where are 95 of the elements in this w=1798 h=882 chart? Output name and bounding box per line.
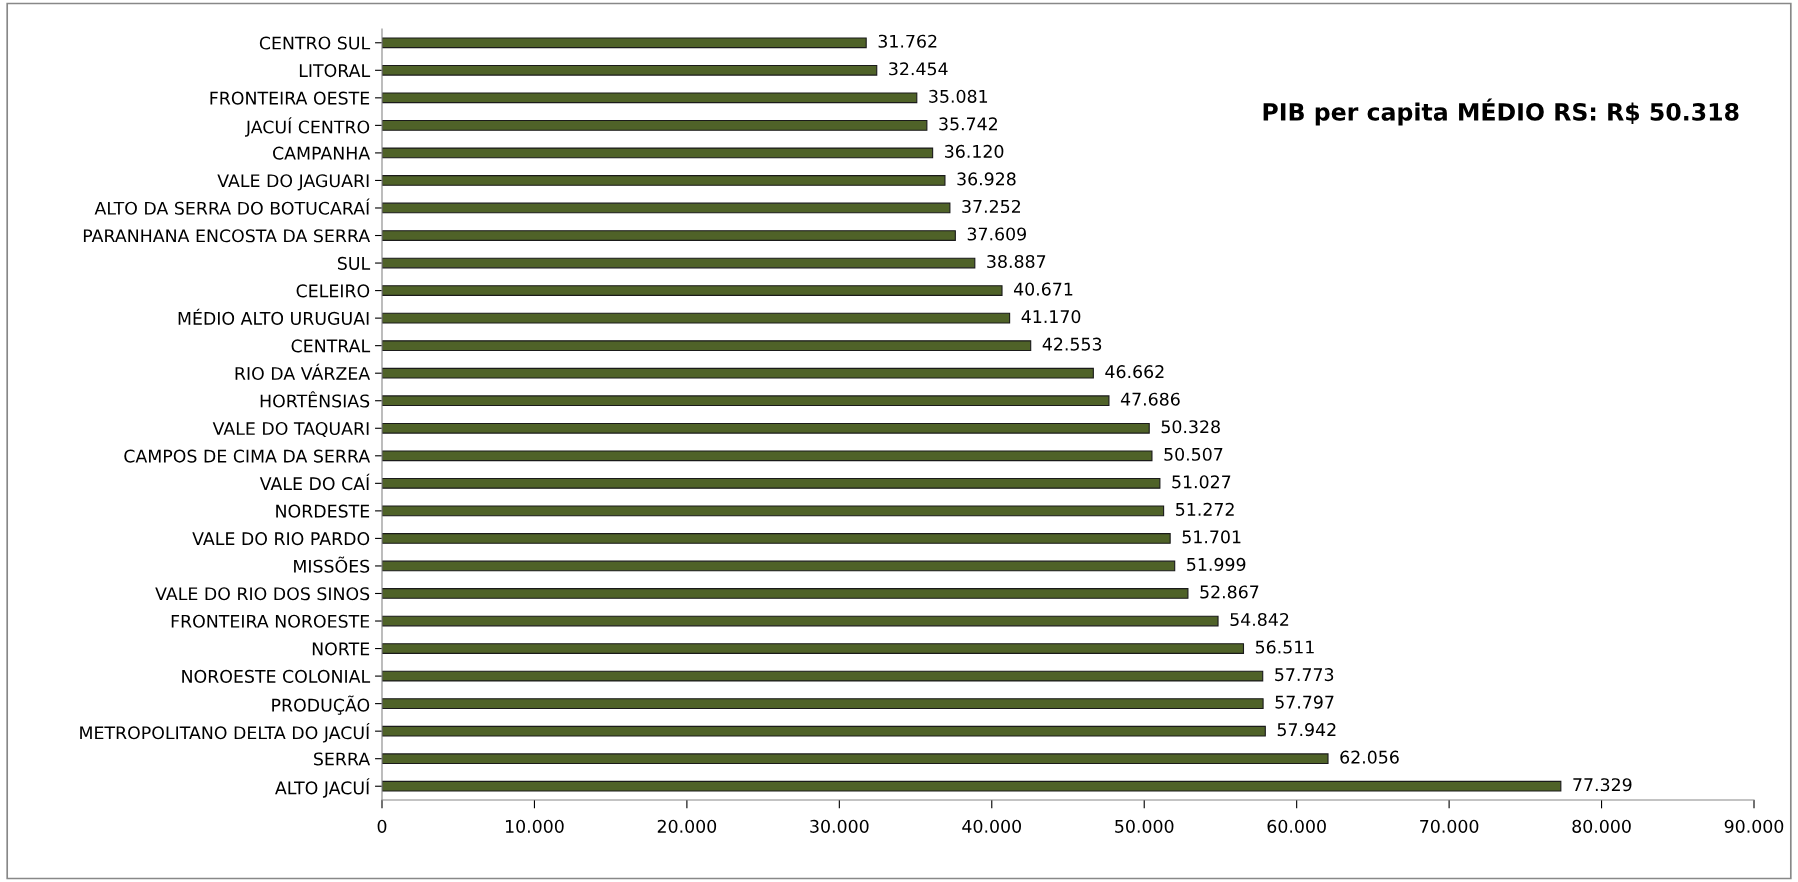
- x-tick-label: 40.000: [962, 819, 1021, 833]
- bar: [382, 477, 1161, 489]
- bar: [382, 560, 1176, 572]
- bar: [382, 753, 1329, 765]
- y-tick-label: CAMPANHA: [273, 146, 371, 160]
- y-tick-label: CELEIRO: [296, 284, 370, 298]
- data-label: 51.272: [1176, 502, 1234, 516]
- x-tick-label: 30.000: [810, 819, 869, 833]
- bar: [382, 64, 878, 76]
- bar: [382, 643, 1245, 654]
- data-label: 42.553: [1042, 337, 1102, 351]
- bar: [382, 257, 976, 269]
- y-tick-label: VALE DO RIO DOS SINOS: [155, 587, 370, 601]
- y-tick-label: VALE DO TAQUARI: [212, 421, 369, 438]
- data-label: 50.328: [1161, 420, 1220, 434]
- bar: [382, 120, 928, 131]
- y-tick-label: ALTO DA SERRA DO BOTUCARAÍ: [94, 198, 370, 215]
- data-label: 46.662: [1105, 365, 1164, 379]
- bar: [382, 202, 951, 214]
- y-tick-label: SUL: [337, 256, 371, 270]
- bar: [382, 725, 1266, 737]
- y-tick-label: NORDESTE: [276, 504, 370, 518]
- data-label: 31.762: [878, 34, 937, 48]
- y-tick-label: MÉDIO ALTO URUGUAI: [178, 308, 369, 325]
- text: PIB per capita MÉDIO RS: R$ 50.318: [1263, 98, 1739, 126]
- bar: [382, 505, 1165, 517]
- y-tick-label: VALE DO JAGUARI: [217, 174, 369, 191]
- bar: [382, 367, 1094, 379]
- data-label: 37.252: [962, 199, 1021, 214]
- data-label: 52.867: [1200, 585, 1259, 599]
- data-label: 36.928: [957, 172, 1016, 186]
- bar: [382, 395, 1110, 407]
- y-tick-label: JACUÍ CENTRO: [245, 117, 370, 137]
- y-tick-label: RIO DA VÁRZEA: [235, 363, 371, 381]
- bar: [382, 780, 1562, 792]
- bar: [382, 312, 1011, 324]
- bar: [382, 147, 934, 159]
- y-tick-label: MISSÕES: [294, 556, 370, 573]
- bar: [382, 698, 1264, 709]
- bar: [382, 615, 1219, 627]
- y-tick-label: NORTE: [312, 642, 370, 656]
- bar: [382, 670, 1264, 682]
- data-label: 54.842: [1230, 612, 1289, 627]
- x-tick-label: 60.000: [1267, 819, 1326, 833]
- bar: [382, 175, 946, 186]
- x-tick-label: 10.000: [505, 819, 564, 833]
- data-label: 37.609: [967, 227, 1026, 241]
- data-label: 51.701: [1182, 530, 1241, 544]
- data-label: 32.454: [889, 62, 948, 76]
- data-label: 38.887: [987, 254, 1046, 269]
- bar: [382, 230, 956, 241]
- bar: [382, 37, 867, 49]
- y-tick-label: HORTÊNSIAS: [260, 391, 370, 408]
- y-tick-label: FRONTEIRA OESTE: [210, 91, 370, 105]
- x-tick-label: 20.000: [657, 819, 717, 833]
- data-label: 77.329: [1573, 778, 1632, 792]
- bar: [382, 92, 918, 104]
- bar: [382, 340, 1032, 352]
- x-tick-label: 0: [377, 819, 387, 833]
- data-label: 40.671: [1013, 282, 1073, 296]
- y-tick-label: METROPOLITANO DELTA DO JACUÍ: [80, 723, 370, 743]
- y-tick-label: VALE DO CAÍ: [259, 473, 370, 491]
- bar: [382, 450, 1153, 462]
- data-label: 51.027: [1172, 475, 1231, 489]
- y-tick-label: SERRA: [314, 752, 371, 766]
- y-tick-label: CENTRAL: [291, 339, 371, 353]
- x-tick-label: 70.000: [1420, 819, 1479, 833]
- data-label: 62.056: [1340, 750, 1399, 764]
- y-tick-label: CAMPOS DE CIMA DA SERRA: [124, 449, 371, 463]
- x-tick-label: 50.000: [1115, 819, 1174, 833]
- x-tick-label: 80.000: [1572, 819, 1631, 833]
- data-label: 36.120: [945, 144, 1004, 158]
- y-tick-label: VALE DO RIO PARDO: [192, 532, 370, 546]
- y-tick-label: PARANHANA ENCOSTA DA SERRA: [83, 229, 371, 243]
- data-label: 50.507: [1164, 447, 1223, 461]
- y-tick-label: NOROESTE COLONIAL: [182, 669, 371, 683]
- bar: [382, 285, 1003, 296]
- data-label: 47.686: [1120, 392, 1180, 406]
- y-tick-label: ALTO JACUÍ: [275, 778, 370, 798]
- bar: [382, 588, 1189, 599]
- data-label: 56.511: [1255, 640, 1314, 654]
- data-label: 35.081: [929, 89, 988, 103]
- data-label: 57.797: [1275, 695, 1334, 709]
- y-tick-label: LITORAL: [299, 64, 371, 78]
- y-tick-label: PRODUÇÃO: [272, 695, 370, 715]
- x-tick-label: 90.000: [1724, 819, 1784, 833]
- data-label: 41.170: [1021, 310, 1081, 324]
- y-tick-label: FRONTEIRA NOROESTE: [171, 614, 370, 628]
- data-label: 57.773: [1275, 667, 1334, 682]
- bar: [382, 422, 1150, 434]
- y-tick-label: CENTRO SUL: [259, 36, 371, 50]
- data-label: 35.742: [939, 117, 997, 131]
- data-label: 51.999: [1187, 557, 1246, 571]
- bar: [382, 533, 1171, 544]
- data-label: 57.942: [1277, 723, 1336, 737]
